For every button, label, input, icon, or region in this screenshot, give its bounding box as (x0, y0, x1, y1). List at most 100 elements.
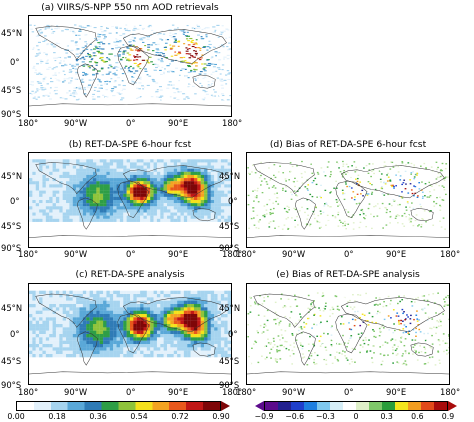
map-panel-b-svg-cell (214, 165, 218, 169)
map-panel-d-svg-cell (421, 191, 424, 193)
map-panel-b-svg-cell (35, 178, 40, 182)
map-panel-c-svg-cell (55, 297, 60, 301)
map-panel-b-svg-cell (89, 190, 94, 194)
map-panel-b-svg-cell (156, 171, 161, 176)
map-panel-d-svg-cell (268, 187, 270, 189)
map-panel-b-svg-cell (187, 228, 191, 232)
map-panel-c-svg-cell (55, 347, 60, 351)
map-panel-c-svg-cell (49, 340, 53, 345)
map-panel-b-svg-cell (207, 196, 211, 201)
map-panel-b-svg-cell (32, 174, 36, 179)
map-panel-a-svg-cell (185, 53, 189, 55)
map-panel-b-svg-cell (170, 221, 174, 226)
map-panel-c-svg-cell (227, 370, 231, 375)
map-panel-c-svg-cell (143, 347, 147, 351)
map-panel-c-svg-cell (76, 310, 80, 315)
map-panel-c-svg-cell (130, 340, 134, 345)
map-panel-c-svg-cell (180, 357, 184, 361)
map-panel-d-svg-cell (317, 214, 320, 217)
map-panel-c-svg-cell (62, 297, 67, 301)
map-panel-c-svg-cell (156, 297, 161, 301)
map-panel-c-svg-cell (140, 307, 144, 311)
map-panel-c-svg-cell (153, 317, 158, 321)
map-panel-d-svg-cell (397, 222, 399, 224)
map-panel-d-svg-cell (399, 175, 402, 177)
map-panel-c-svg-cell (146, 290, 151, 295)
map-panel-b-svg-cell (224, 228, 228, 232)
map-panel-d-svg-cell (380, 173, 383, 175)
map-panel-b-svg-cell (136, 174, 141, 179)
map-panel-c-svg-cell (210, 304, 215, 308)
map-panel-c-svg-cell (217, 334, 222, 338)
map-panel-c-svg-cell (92, 314, 97, 318)
map-panel-b-svg-cell (82, 196, 87, 201)
map-panel-d-svg-cell (248, 172, 250, 175)
map-panel-c-svg-cell (126, 327, 131, 331)
map-panel-d-svg-cell (370, 193, 373, 195)
map-panel-c-svg-cell (49, 367, 53, 371)
map-panel-a-svg-cell (213, 97, 217, 99)
map-panel-a-svg-cell (119, 29, 123, 31)
map-panel-a-svg-cell (219, 78, 222, 80)
map-panel-c-svg-cell (113, 360, 117, 365)
map-panel-c-svg-cell (146, 320, 151, 325)
map-panel-b-svg-cell (99, 181, 104, 185)
map-panel-a-svg-cell (133, 55, 135, 57)
map-panel-c-svg-cell (187, 300, 191, 305)
map-panel-b-svg-cell (163, 196, 168, 201)
map-panel-d-svg-cell (252, 210, 255, 212)
map-panel-c-svg-cell (55, 310, 60, 315)
map-panel-a-svg-cell (54, 27, 57, 30)
map-panel-a-svg-cell (201, 54, 204, 56)
map-panel-d-svg-cell (397, 165, 400, 168)
map-panel-a-svg-cell (29, 45, 32, 47)
map-panel-c-svg-cell (227, 324, 231, 328)
map-panel-b-svg-cell (66, 200, 70, 204)
map-panel-b-svg-cell (133, 162, 137, 166)
map-panel-b-svg-cell (126, 231, 131, 235)
map-panel-b-svg-cell (150, 203, 154, 207)
map-panel-b-svg-cell (177, 190, 181, 194)
map-panel-a-svg-cell (79, 98, 82, 100)
map-panel-c-svg-cell (146, 307, 151, 311)
map-panel-b-svg-cell (45, 206, 50, 210)
map-panel-c-svg-cell (227, 330, 231, 335)
map-panel-b-svg-cell (69, 221, 73, 226)
map-panel-c-svg-cell (173, 354, 178, 358)
map-panel-a-svg-cell (97, 33, 100, 35)
map-panel-c-svg-cell (116, 334, 121, 338)
map-panel-a-svg-cell (161, 88, 164, 90)
map-panel-b-svg-cell (183, 212, 188, 216)
map-panel-b-svg-cell (32, 190, 36, 194)
map-panel-b-svg-cell (89, 228, 94, 232)
map-panel-a-svg-cell (35, 98, 38, 100)
map-panel-c-svg-cell (116, 367, 121, 371)
map-panel-c-svg-cell (35, 360, 40, 365)
map-panel-c-svg-cell (163, 330, 168, 335)
map-panel-b-svg-cell (224, 200, 228, 204)
map-panel-c-svg-cell (167, 330, 171, 335)
map-panel-a-svg-cell (174, 51, 177, 53)
map-panel-b-svg-cell (220, 168, 225, 172)
map-panel-b-svg-cell (106, 215, 110, 219)
map-panel-d-svg-cell (287, 191, 290, 194)
map-panel-c-svg-cell (207, 340, 211, 345)
map-panel-b-svg-cell (113, 221, 117, 226)
map-panel-c-svg-cell (69, 304, 73, 308)
map-panel-b-svg-cell (62, 168, 67, 172)
map-panel-c-svg-cell (86, 304, 90, 308)
map-panel-c-svg-cell (29, 364, 33, 368)
map-panel-d-svg-cell (442, 217, 445, 219)
map-panel-c-svg-cell (55, 350, 60, 355)
map-panel-b-svg-cell (183, 171, 188, 176)
map-panel-c-svg-cell (52, 307, 57, 311)
map-panel-d-svg-cell (327, 219, 330, 222)
map-panel-d-svg-cell (361, 189, 364, 192)
map-panel-c-svg-cell (170, 297, 174, 301)
map-panel-c-svg-cell (224, 370, 228, 375)
map-panel-b-svg-cell (224, 203, 228, 207)
map-panel-c-svg-cell (177, 347, 181, 351)
map-panel-b-svg-cell (76, 174, 80, 179)
map-panel-b-svg-cell (99, 234, 104, 238)
map-panel-c-svg-cell (143, 307, 147, 311)
